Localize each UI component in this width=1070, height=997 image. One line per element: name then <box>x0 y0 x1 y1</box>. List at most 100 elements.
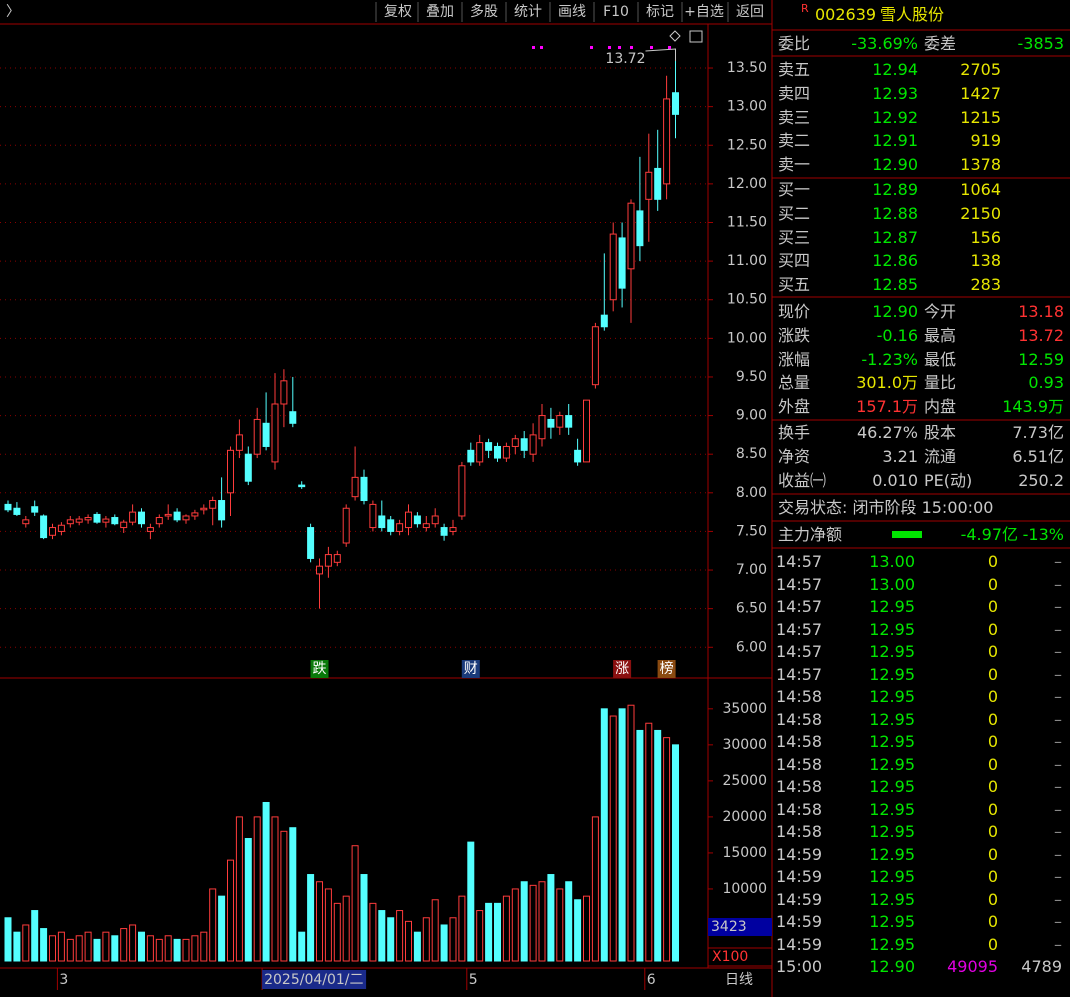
volume-bar <box>57 931 65 962</box>
trade-volume: 0 <box>987 822 998 841</box>
cursor-date-box <box>262 970 367 989</box>
volume-unit: X100 <box>712 949 748 965</box>
y-tick-label: 7.00 <box>736 562 767 578</box>
candle-body <box>627 202 635 270</box>
volume-bar <box>40 928 48 962</box>
toolbar-button[interactable]: 统计 <box>514 4 542 20</box>
book-label: 卖一 <box>778 155 811 175</box>
event-marker[interactable] <box>310 660 329 678</box>
marker-dot <box>532 46 535 49</box>
y-tick-label: 13.50 <box>727 60 767 76</box>
toolbar-button[interactable]: 返回 <box>736 4 764 20</box>
toolbar-button[interactable]: 多股 <box>470 3 498 20</box>
candle-body <box>556 415 564 428</box>
trade-volume: 0 <box>987 867 998 886</box>
stat-label: 外盘 <box>778 397 811 417</box>
trade-volume: 0 <box>987 664 998 684</box>
book-volume: 2150 <box>960 203 1001 223</box>
candle-body <box>654 167 662 200</box>
label: 委差 <box>924 34 957 53</box>
volume-bar <box>405 920 412 962</box>
volume-bar <box>672 744 679 962</box>
trade-time: 14:57 <box>776 597 823 616</box>
volume-bar <box>413 931 421 962</box>
tool-icon[interactable] <box>669 30 681 42</box>
volume-bar <box>93 938 101 962</box>
candle-body <box>333 554 341 563</box>
book-volume: 1215 <box>960 107 1001 127</box>
candle-body <box>75 518 83 523</box>
candle-body <box>396 523 404 532</box>
candle-body <box>342 507 350 544</box>
toolbar-button[interactable]: F10 <box>603 4 629 20</box>
stat-label: 净资 <box>778 447 811 466</box>
candle-body <box>307 527 315 559</box>
trade-count: – <box>1054 664 1062 684</box>
stat-label: PE(动) <box>924 471 973 490</box>
stat-value: 12.59 <box>1018 349 1064 369</box>
volume-bar <box>351 845 359 962</box>
candle-body <box>146 527 154 532</box>
toolbar-button[interactable]: 叠加 <box>426 4 454 20</box>
trade-count: – <box>1054 844 1062 864</box>
candle-body <box>280 380 288 405</box>
y-tick-label: 20000 <box>722 809 767 825</box>
event-marker[interactable] <box>657 660 676 678</box>
volume-bar <box>476 910 484 962</box>
toolbar-button[interactable]: +自选 <box>684 4 724 20</box>
stat-label: 流通 <box>924 447 957 466</box>
toolbar-button[interactable]: 复权 <box>384 3 412 20</box>
period-label[interactable]: 日线 <box>725 972 753 988</box>
volume-bar <box>538 881 546 962</box>
event-marker[interactable] <box>613 660 632 678</box>
stat-value: 143.9万 <box>1002 397 1064 417</box>
trade-count: – <box>1054 619 1062 639</box>
tool-icon[interactable] <box>689 30 703 43</box>
trade-volume: 0 <box>987 889 998 909</box>
trade-volume: 0 <box>987 777 998 796</box>
candle-body <box>609 233 617 301</box>
volume-bar <box>502 895 510 962</box>
candle-body <box>431 515 439 525</box>
x-tick-label: 2025/04/01/二 <box>264 972 363 988</box>
toolbar-button[interactable]: 画线 <box>558 4 586 20</box>
candle-body <box>672 92 679 115</box>
event-marker[interactable] <box>461 660 480 678</box>
volume-bar <box>280 830 288 962</box>
volume-bar <box>369 902 377 962</box>
book-label: 买五 <box>778 275 811 295</box>
book-label: 卖三 <box>778 107 811 127</box>
toolbar-button[interactable]: 标记 <box>646 4 674 20</box>
volume-bar <box>262 801 270 962</box>
candle-body <box>369 503 377 529</box>
trade-time: 14:57 <box>776 664 823 684</box>
y-tick-label: 9.00 <box>736 408 767 424</box>
candle-body <box>84 517 92 521</box>
trade-price: 12.95 <box>869 687 915 706</box>
trade-price: 12.95 <box>869 934 915 954</box>
volume-bar <box>609 715 617 962</box>
candle-body <box>529 434 537 455</box>
candle-body <box>129 511 137 523</box>
stat-label: 涨跌 <box>778 325 811 345</box>
book-price: 12.86 <box>872 251 918 271</box>
candle-body <box>49 527 56 536</box>
candle-body <box>600 314 608 328</box>
y-tick-label: 12.00 <box>727 176 767 192</box>
trade-price: 12.95 <box>869 822 915 841</box>
unit-box <box>707 947 773 967</box>
trade-time: 15:00 <box>776 957 823 976</box>
candle-body <box>458 465 466 517</box>
back-button[interactable]: 〉 <box>6 4 20 20</box>
candle-body <box>13 507 21 515</box>
volume-bar <box>111 935 119 962</box>
y-tick-label: 7.50 <box>736 523 767 539</box>
candle-body <box>520 438 528 451</box>
volume-bar <box>155 938 163 962</box>
value: -33.69% <box>851 34 918 53</box>
volume-bar <box>298 931 306 962</box>
trade-count: – <box>1054 799 1062 819</box>
trade-price: 12.95 <box>869 597 915 616</box>
book-volume: 156 <box>970 227 1001 247</box>
